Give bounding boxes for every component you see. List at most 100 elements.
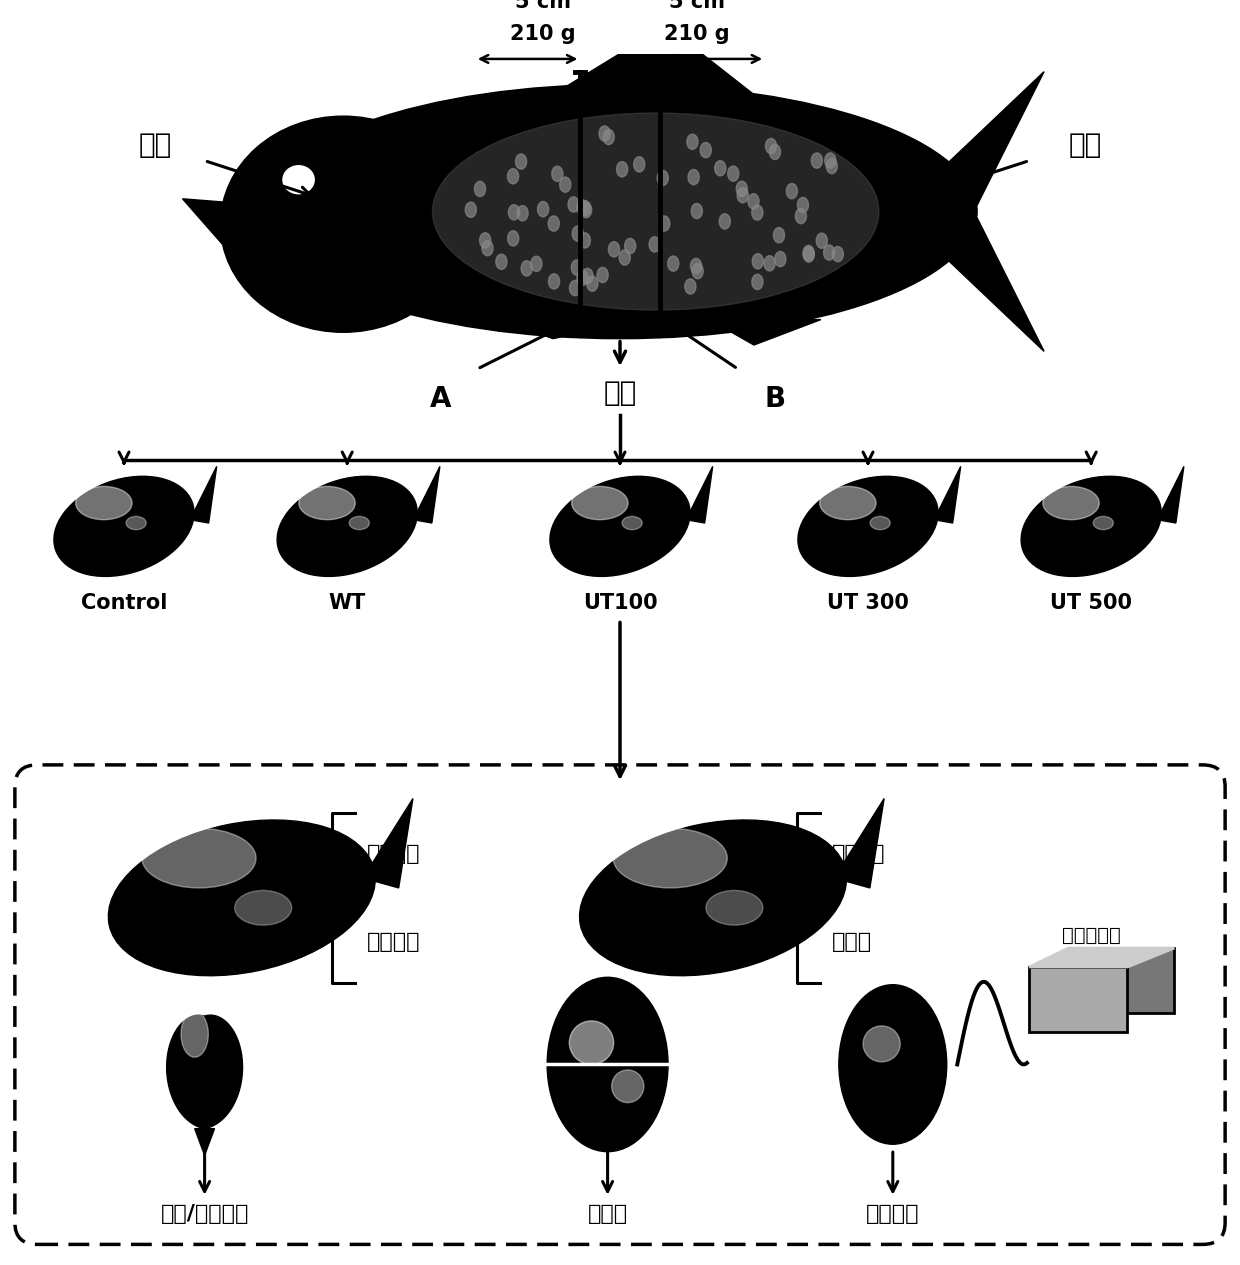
Ellipse shape	[599, 126, 610, 142]
Ellipse shape	[572, 259, 583, 275]
Ellipse shape	[804, 245, 815, 261]
Ellipse shape	[598, 267, 609, 282]
Ellipse shape	[507, 230, 518, 245]
Ellipse shape	[569, 281, 580, 296]
Ellipse shape	[475, 181, 486, 196]
Ellipse shape	[811, 153, 822, 168]
Text: 剪切力: 剪切力	[832, 932, 872, 953]
Ellipse shape	[552, 166, 563, 181]
Polygon shape	[910, 72, 1044, 205]
Bar	[1029, 966, 1127, 1031]
Ellipse shape	[826, 158, 837, 173]
Ellipse shape	[769, 144, 780, 159]
Ellipse shape	[753, 254, 764, 269]
Ellipse shape	[751, 275, 763, 290]
Text: 冷冻: 冷冻	[604, 380, 636, 407]
Text: 解冻曲线: 解冻曲线	[866, 1204, 920, 1223]
Ellipse shape	[516, 154, 527, 170]
Ellipse shape	[559, 177, 570, 192]
Polygon shape	[182, 199, 263, 249]
Text: 去除: 去除	[139, 130, 171, 159]
Ellipse shape	[714, 161, 725, 176]
Ellipse shape	[634, 157, 645, 172]
Ellipse shape	[667, 256, 678, 271]
Ellipse shape	[572, 226, 583, 242]
Text: UT 300: UT 300	[827, 593, 909, 614]
Ellipse shape	[658, 216, 670, 231]
Ellipse shape	[816, 233, 827, 248]
Ellipse shape	[482, 240, 494, 256]
Text: 解冻/蔮煮损失: 解冻/蔮煮损失	[160, 1204, 249, 1223]
Ellipse shape	[838, 984, 947, 1145]
Ellipse shape	[820, 486, 875, 520]
Text: 去除: 去除	[1069, 130, 1101, 159]
Ellipse shape	[701, 143, 712, 158]
Ellipse shape	[774, 228, 785, 243]
Polygon shape	[910, 218, 1044, 352]
Ellipse shape	[765, 138, 776, 153]
Polygon shape	[709, 320, 821, 345]
Ellipse shape	[1043, 486, 1099, 520]
Ellipse shape	[53, 477, 195, 577]
Ellipse shape	[547, 978, 668, 1151]
Polygon shape	[413, 467, 440, 522]
Ellipse shape	[181, 1011, 208, 1058]
Ellipse shape	[616, 162, 627, 177]
Ellipse shape	[797, 477, 939, 577]
Text: 210 g: 210 g	[665, 24, 729, 44]
Ellipse shape	[863, 1026, 900, 1061]
Ellipse shape	[832, 247, 843, 262]
Ellipse shape	[870, 516, 890, 530]
Ellipse shape	[706, 891, 763, 925]
Polygon shape	[553, 40, 754, 95]
Ellipse shape	[748, 194, 759, 209]
Ellipse shape	[625, 238, 636, 254]
Ellipse shape	[823, 245, 835, 261]
Ellipse shape	[684, 278, 696, 293]
FancyBboxPatch shape	[15, 765, 1225, 1245]
Ellipse shape	[1021, 477, 1162, 577]
Ellipse shape	[108, 820, 376, 975]
Ellipse shape	[797, 197, 808, 213]
Ellipse shape	[577, 271, 588, 286]
Ellipse shape	[548, 216, 559, 231]
Ellipse shape	[569, 1021, 614, 1064]
Ellipse shape	[579, 820, 847, 975]
Ellipse shape	[795, 209, 806, 224]
Polygon shape	[1157, 467, 1184, 522]
Ellipse shape	[521, 261, 532, 276]
Ellipse shape	[350, 516, 370, 530]
Text: 5 cm: 5 cm	[515, 0, 572, 11]
Polygon shape	[166, 1015, 243, 1128]
Ellipse shape	[549, 477, 691, 577]
Ellipse shape	[76, 486, 131, 520]
Polygon shape	[464, 307, 642, 339]
Text: 5 cm: 5 cm	[668, 0, 725, 11]
Text: 温度检测器: 温度检测器	[1061, 926, 1121, 945]
Ellipse shape	[579, 233, 590, 248]
Ellipse shape	[283, 166, 314, 194]
Text: 剪切力: 剪切力	[588, 1204, 627, 1223]
Polygon shape	[686, 467, 713, 522]
Ellipse shape	[691, 204, 702, 219]
Ellipse shape	[657, 171, 668, 186]
Text: 蔮煮损失: 蔮煮损失	[832, 844, 885, 864]
Ellipse shape	[299, 486, 356, 520]
Text: 解冻曲线: 解冻曲线	[367, 932, 420, 953]
Ellipse shape	[221, 116, 466, 333]
Text: 解冻损失: 解冻损失	[367, 844, 420, 864]
Ellipse shape	[775, 252, 786, 267]
Ellipse shape	[619, 249, 630, 266]
Polygon shape	[934, 467, 961, 522]
Ellipse shape	[277, 477, 418, 577]
Text: Control: Control	[81, 593, 167, 614]
Ellipse shape	[234, 891, 291, 925]
Polygon shape	[363, 798, 413, 888]
Ellipse shape	[496, 254, 507, 269]
Ellipse shape	[687, 134, 698, 149]
Ellipse shape	[517, 206, 528, 221]
Polygon shape	[195, 1128, 215, 1155]
Text: B: B	[764, 386, 786, 414]
Ellipse shape	[691, 258, 702, 273]
Ellipse shape	[728, 166, 739, 181]
